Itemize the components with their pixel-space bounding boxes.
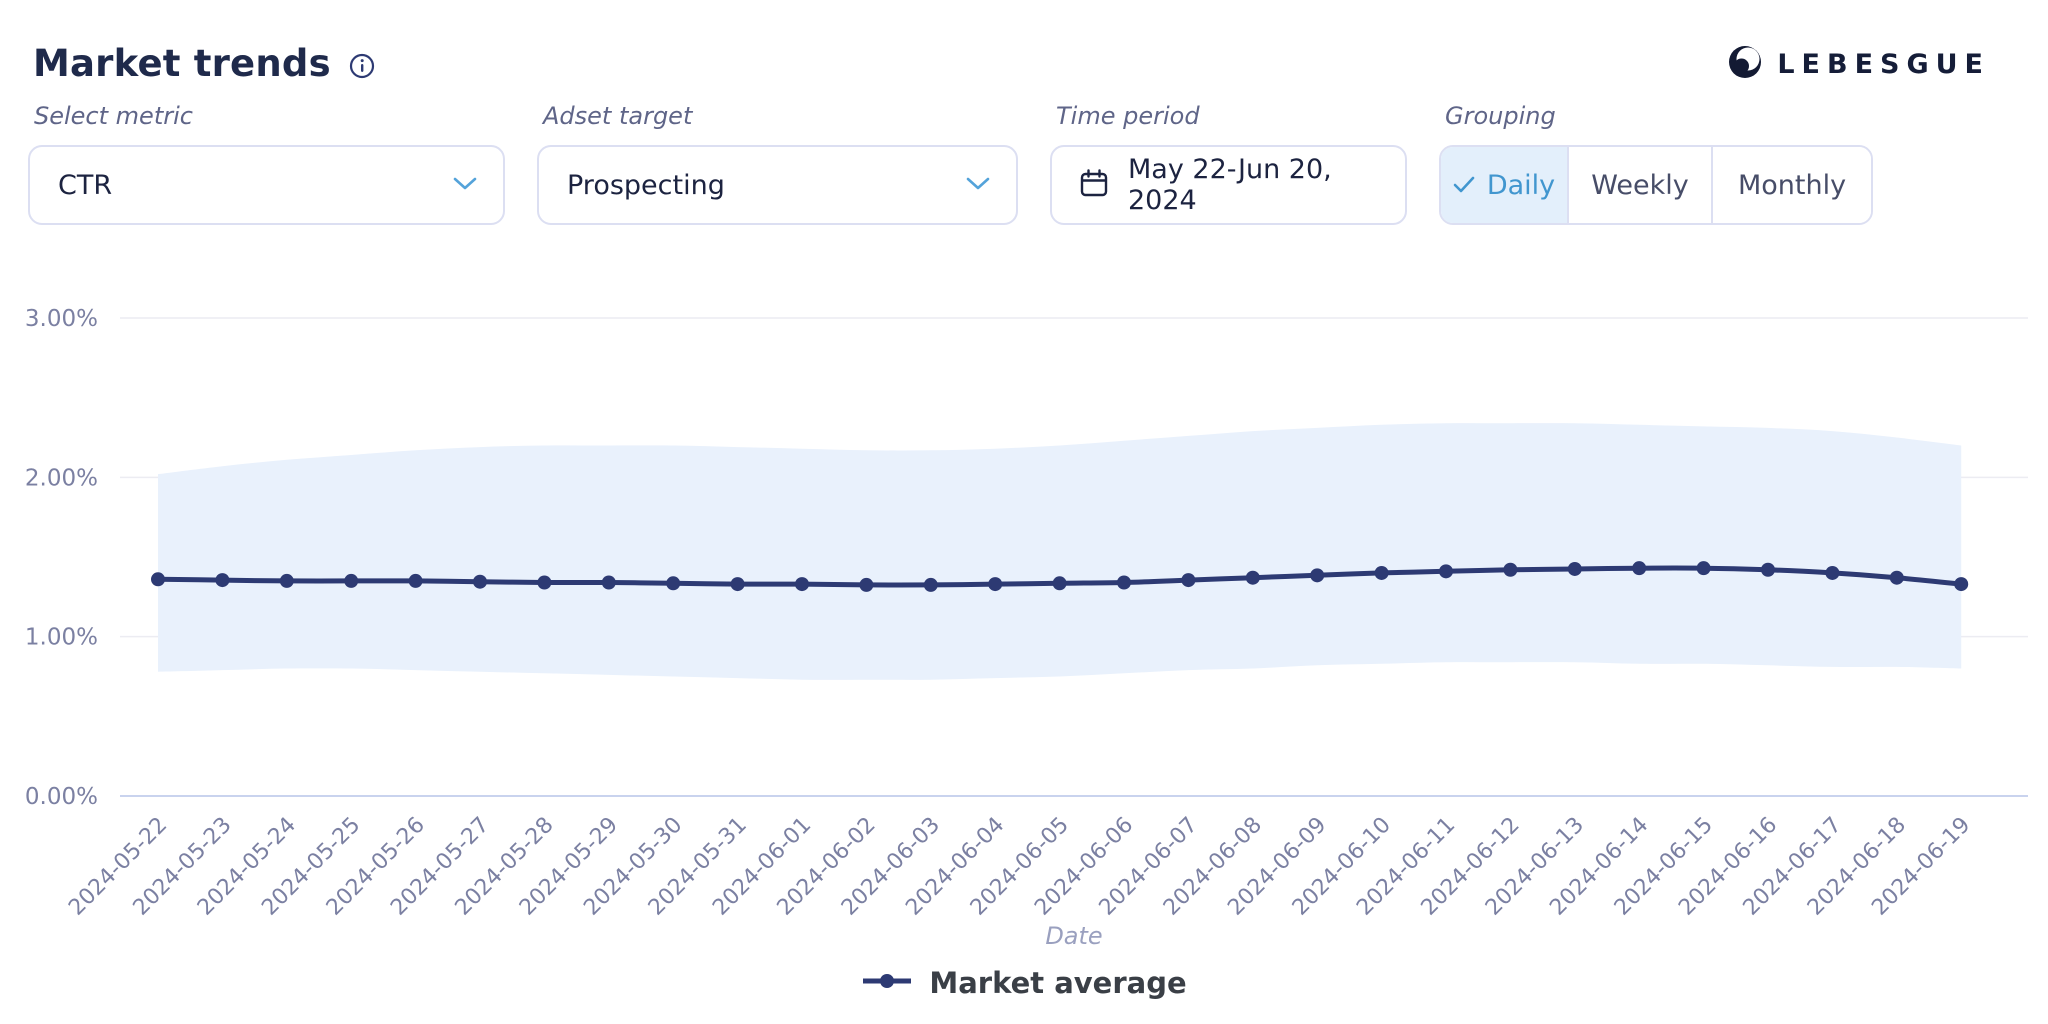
- chevron-down-icon: [453, 176, 477, 195]
- filter-adset-target: Adset target Prospecting: [537, 102, 1018, 225]
- market-trends-chart: 0.00% 1.00% 2.00% 3.00% 2024-05-22 2024-05-23…: [0, 240, 2048, 1024]
- legend-label: Market average: [929, 966, 1187, 1000]
- data-point: [1696, 561, 1711, 576]
- y-tick-label: 3.00%: [25, 306, 98, 332]
- check-icon: [1453, 170, 1475, 201]
- data-point: [215, 573, 230, 588]
- y-tick-label: 0.00%: [25, 784, 98, 810]
- data-point: [1310, 568, 1325, 583]
- data-point: [279, 573, 294, 588]
- data-point: [1761, 562, 1775, 577]
- data-point: [1632, 561, 1647, 576]
- data-point: [1954, 577, 1969, 592]
- data-point: [923, 577, 938, 592]
- y-tick-label: 1.00%: [25, 625, 98, 651]
- grouping-weekly-label: Weekly: [1591, 169, 1689, 201]
- data-point: [1503, 562, 1518, 577]
- adset-target-label: Adset target: [543, 102, 693, 130]
- date-range-picker[interactable]: May 22-Jun 20, 2024: [1050, 145, 1407, 225]
- header: Market trends LEBESGUE: [0, 0, 2048, 100]
- data-point: [1439, 564, 1453, 579]
- grouping-monthly-button[interactable]: Monthly: [1713, 147, 1871, 223]
- time-period-label: Time period: [1056, 102, 1200, 130]
- data-point: [988, 577, 1003, 592]
- data-point: [1374, 565, 1389, 580]
- data-point: [1052, 576, 1067, 591]
- legend-item-market-average[interactable]: Market average: [861, 966, 1187, 1000]
- filter-time-period: Time period May 22-Jun 20, 2024: [1050, 102, 1407, 225]
- calendar-icon: [1078, 167, 1110, 203]
- data-point: [1117, 575, 1131, 590]
- data-point: [1245, 570, 1260, 585]
- y-tick-label: 2.00%: [25, 465, 98, 491]
- data-point: [601, 575, 616, 590]
- date-range-value: May 22-Jun 20, 2024: [1128, 154, 1332, 216]
- data-point: [666, 576, 681, 591]
- data-point: [795, 577, 809, 592]
- data-point: [1889, 570, 1904, 585]
- data-point: [1825, 565, 1840, 580]
- data-point: [151, 572, 165, 587]
- x-axis-title: Date: [1045, 922, 1103, 950]
- brand-name: LEBESGUE: [1777, 48, 1990, 80]
- legend-marker-icon: [861, 971, 913, 995]
- grouping-daily-button[interactable]: Daily: [1441, 147, 1569, 223]
- logo-mark-icon: [1727, 44, 1763, 84]
- data-point: [344, 573, 359, 588]
- data-point: [859, 577, 874, 592]
- data-point: [473, 574, 487, 589]
- grouping-label: Grouping: [1445, 102, 1556, 130]
- grouping-daily-label: Daily: [1486, 169, 1556, 201]
- brand-logo: LEBESGUE: [1727, 44, 1990, 84]
- grouping-button-group: Daily Weekly Monthly: [1439, 145, 1873, 225]
- chart-plot-area: 0.00%1.00%2.00%3.00%2024-05-222024-05-23…: [25, 306, 2028, 921]
- data-point: [1181, 573, 1196, 588]
- data-point: [1567, 561, 1582, 576]
- data-point: [730, 577, 745, 592]
- adset-target-value: Prospecting: [567, 169, 725, 201]
- filter-grouping: Grouping Daily Weekly Monthly: [1439, 102, 1873, 225]
- grouping-weekly-button[interactable]: Weekly: [1569, 147, 1713, 223]
- info-icon[interactable]: [349, 53, 375, 79]
- filters-bar: Select metric CTR Adset target Prospecti…: [28, 102, 1873, 225]
- chevron-down-icon: [966, 176, 990, 195]
- market-range-band: [158, 423, 1962, 680]
- metric-select-value: CTR: [58, 169, 113, 201]
- grouping-monthly-label: Monthly: [1737, 169, 1847, 201]
- chart-legend: Market average: [0, 966, 2048, 1000]
- page-title: Market trends: [33, 42, 331, 85]
- data-point: [537, 575, 552, 590]
- metric-select[interactable]: CTR: [28, 145, 505, 225]
- data-point: [408, 573, 423, 588]
- filter-select-metric: Select metric CTR: [28, 102, 505, 225]
- adset-target-select[interactable]: Prospecting: [537, 145, 1018, 225]
- select-metric-label: Select metric: [34, 102, 193, 130]
